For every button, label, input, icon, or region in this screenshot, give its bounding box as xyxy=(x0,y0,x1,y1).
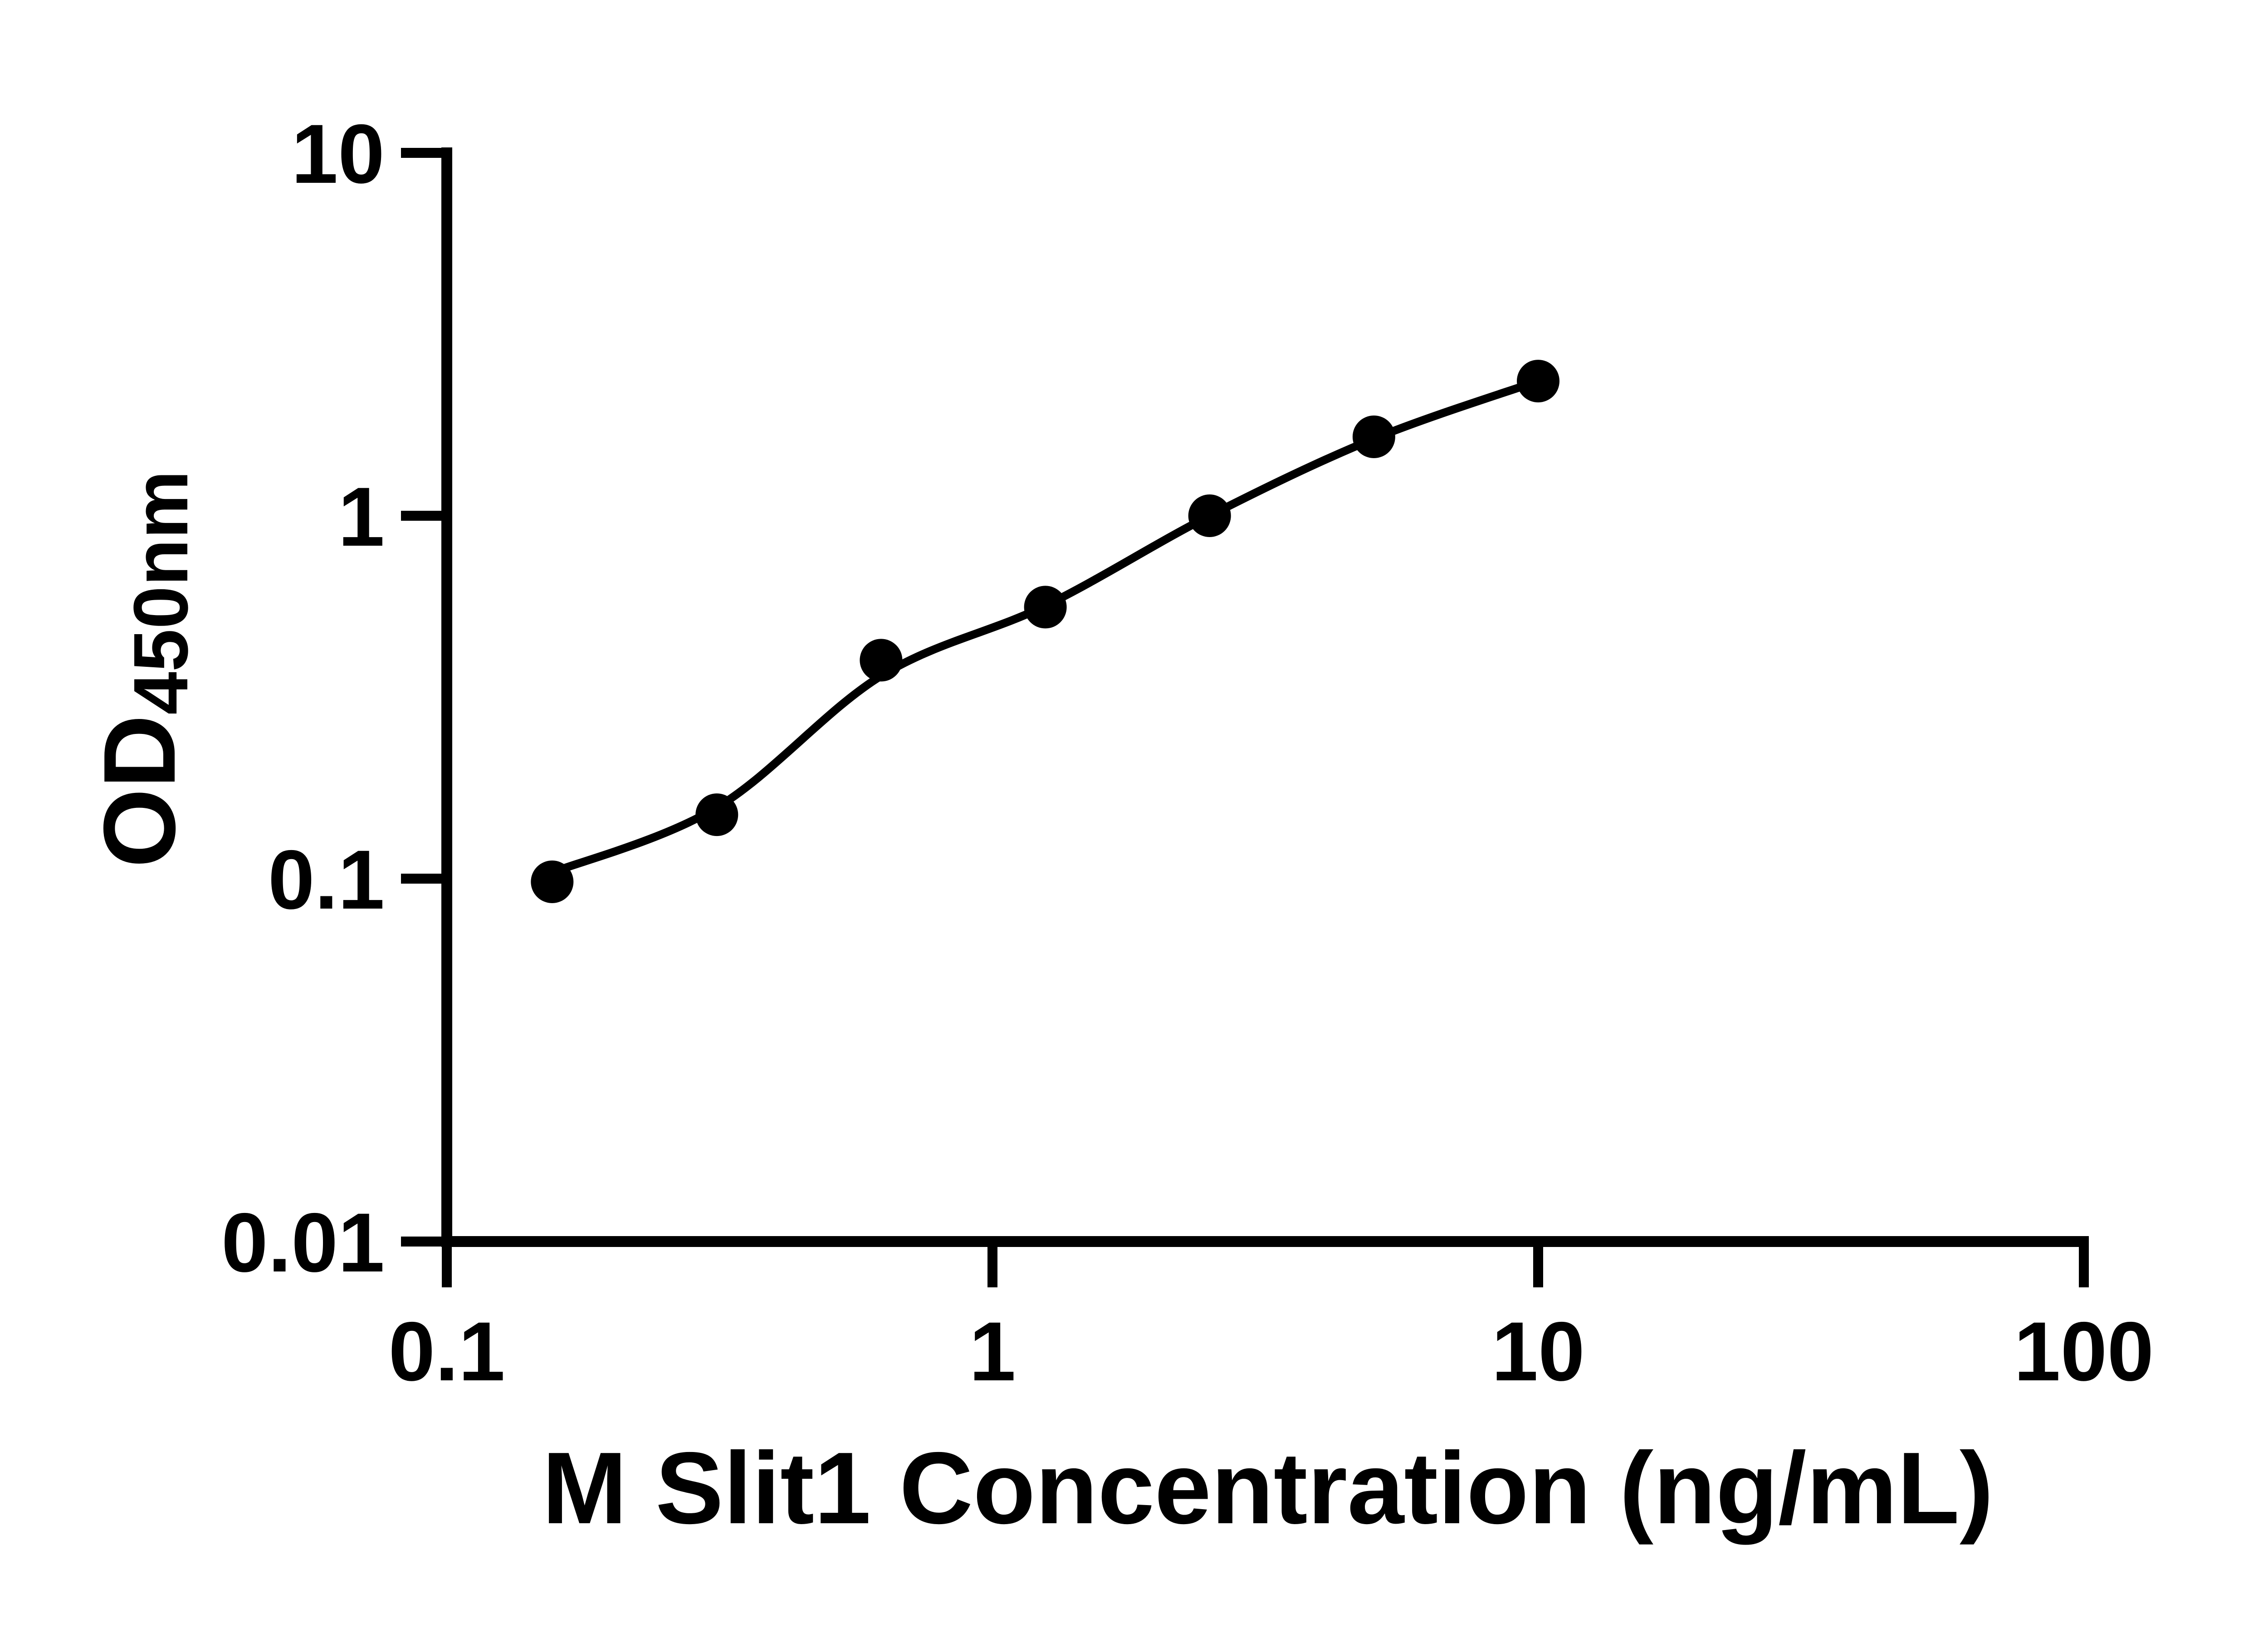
x-axis-title: M Slit1 Concentration (ng/mL) xyxy=(542,1431,1994,1545)
plot-area xyxy=(531,360,1559,903)
x-tick-label: 10 xyxy=(1491,1305,1585,1398)
data-point-marker xyxy=(695,793,738,836)
data-point-marker xyxy=(1517,360,1559,403)
y-tick-label: 10 xyxy=(291,108,385,201)
tick-marks xyxy=(401,148,2089,1287)
y-tick-label: 0.01 xyxy=(221,1196,385,1290)
x-tick-label: 100 xyxy=(2014,1305,2154,1398)
y-axis-title-main: OD xyxy=(82,715,196,868)
x-tick-label: 1 xyxy=(969,1305,1016,1398)
y-axis-title-sub: 450nm xyxy=(118,470,204,715)
data-point-marker xyxy=(1024,586,1067,629)
y-tick-label: 0.1 xyxy=(268,833,385,927)
x-tick-label: 0.1 xyxy=(388,1305,505,1398)
data-point-marker xyxy=(1188,494,1231,537)
data-point-marker xyxy=(860,639,903,682)
data-point-marker xyxy=(531,861,574,903)
y-axis-title: OD450nm xyxy=(82,470,204,868)
y-tick-label: 1 xyxy=(338,470,385,564)
data-point-marker xyxy=(1352,416,1395,458)
axes xyxy=(441,147,2089,1247)
